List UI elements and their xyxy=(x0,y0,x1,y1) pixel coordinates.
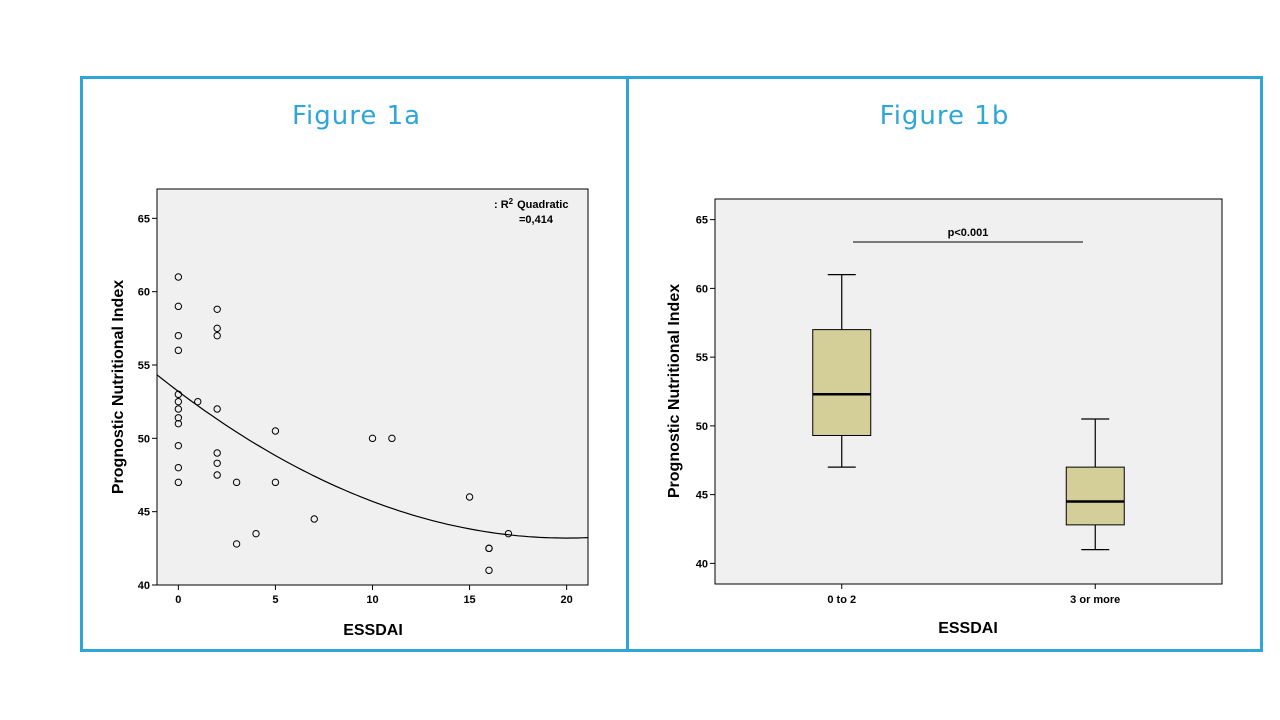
data-point xyxy=(232,478,241,487)
y-tick-label: 50 xyxy=(696,421,708,433)
data-point xyxy=(174,405,183,413)
x-tick-label: 15 xyxy=(463,594,475,606)
quadratic-fit-line xyxy=(156,374,589,539)
data-point xyxy=(213,305,221,313)
data-point xyxy=(213,471,221,479)
data-point xyxy=(388,434,396,443)
data-points xyxy=(174,273,513,575)
data-point xyxy=(174,441,183,450)
y-axis-title: Prognostic Nutritional Index xyxy=(110,280,127,494)
x-tick-label: 20 xyxy=(561,594,573,606)
y-tick-label: 55 xyxy=(138,360,150,372)
figure-1b-title: Figure 1b xyxy=(879,101,1010,131)
x-tick-label: 10 xyxy=(366,594,378,606)
data-point xyxy=(213,331,221,340)
data-point xyxy=(174,331,183,340)
x-tick-label: 0 to 2 xyxy=(827,594,856,606)
scatter-chart: 40 45 50 55 60 65 0 5 10 15 20 : R2 Quadratic =0,4… xyxy=(110,188,589,639)
y-tick-label: 40 xyxy=(696,558,708,570)
y-tick-label: 65 xyxy=(138,213,150,225)
data-point xyxy=(271,478,280,487)
data-point xyxy=(213,405,221,413)
box-group xyxy=(1065,418,1125,551)
x-axis-title: ESSDAI xyxy=(343,622,403,639)
y-axis-ticks: 40 45 50 55 60 65 xyxy=(138,213,157,592)
y-tick-label: 40 xyxy=(138,580,150,592)
x-tick-label: 3 or more xyxy=(1070,594,1120,606)
y-tick-label: 55 xyxy=(696,352,708,364)
plot-area xyxy=(156,188,589,586)
data-point xyxy=(252,529,260,538)
data-point xyxy=(174,463,183,472)
data-point xyxy=(174,419,183,428)
data-point xyxy=(174,346,183,355)
x-axis-ticks: 0 to 2 3 or more xyxy=(827,584,1120,606)
x-tick-label: 0 xyxy=(175,594,181,606)
data-point xyxy=(174,390,183,399)
y-tick-label: 45 xyxy=(138,507,150,519)
plot-area xyxy=(714,198,1223,585)
y-tick-label: 60 xyxy=(138,287,150,299)
x-tick-label: 5 xyxy=(272,594,278,606)
box-plot-chart: 40 45 50 55 60 65 0 to 2 3 or more p<0.001 Pro… xyxy=(666,198,1223,637)
y-tick-label: 60 xyxy=(696,283,708,295)
r2-legend: : R2 Quadratic xyxy=(494,197,568,211)
y-tick-label: 65 xyxy=(696,215,708,227)
iqr-box xyxy=(812,329,872,436)
data-point xyxy=(232,540,241,548)
r2-value: =0,414 xyxy=(519,214,554,226)
data-point xyxy=(213,459,221,467)
data-point xyxy=(271,427,280,435)
data-point xyxy=(485,544,493,553)
x-axis-title: ESSDAI xyxy=(938,620,998,637)
y-tick-label: 50 xyxy=(138,433,150,445)
data-point xyxy=(174,273,183,281)
iqr-box xyxy=(1065,466,1125,526)
data-point xyxy=(485,566,493,575)
data-point xyxy=(174,302,183,311)
data-point xyxy=(368,434,377,443)
data-point xyxy=(194,397,202,406)
y-tick-label: 45 xyxy=(696,490,708,502)
figure-1a-title: Figure 1a xyxy=(291,101,422,131)
y-axis-ticks: 40 45 50 55 60 65 xyxy=(696,215,715,570)
data-point xyxy=(465,493,474,501)
data-point xyxy=(174,397,183,406)
boxes xyxy=(812,274,1125,551)
p-value-label: p<0.001 xyxy=(948,227,989,239)
figure-1b-panel: Figure 1b 40 45 50 55 60 65 0 to 2 3 or more p… xyxy=(626,76,1263,652)
y-axis-title: Prognostic Nutritional Index xyxy=(666,284,683,498)
figure-1a-panel: Figure 1a 40 45 50 55 60 65 0 5 10 15 20 : R2 Quad… xyxy=(80,76,633,652)
data-point xyxy=(504,529,513,538)
x-axis-ticks: 0 5 10 15 20 xyxy=(175,585,573,606)
data-point xyxy=(213,324,221,333)
data-point xyxy=(310,515,318,523)
data-point xyxy=(174,414,183,422)
data-point xyxy=(213,449,221,457)
box-group xyxy=(812,274,872,468)
data-point xyxy=(174,478,183,487)
